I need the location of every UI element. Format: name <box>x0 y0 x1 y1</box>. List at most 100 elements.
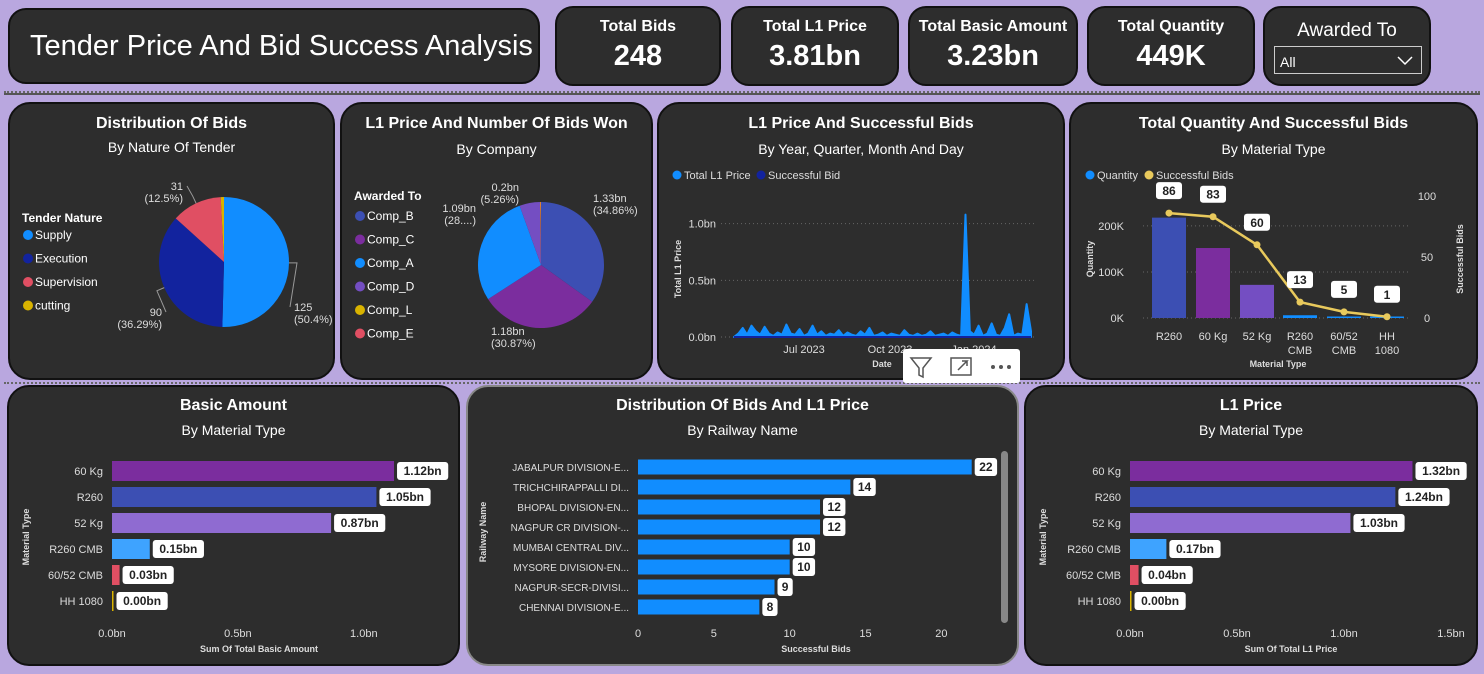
legend-marker <box>23 300 33 311</box>
pie-slice <box>488 265 593 328</box>
bar <box>1283 315 1317 318</box>
panel-railway-bids: Distribution Of Bids And L1 Price By Rai… <box>466 385 1019 666</box>
chart-title: Total Quantity And Successful Bids <box>1138 115 1409 132</box>
kpi-card-total-quantity: Total Quantity 449K <box>1087 6 1255 86</box>
awarded-to-dropdown[interactable]: All <box>1274 46 1422 74</box>
y-tick-label: R260 CMB <box>1067 544 1121 556</box>
legend-marker <box>23 230 33 240</box>
data-label-box <box>1331 280 1357 298</box>
x-axis-title: Sum Of Total Basic Amount <box>200 644 318 654</box>
panel-basic-amount: Basic Amount By Material Type 60 Kg 1.12b… <box>7 385 460 666</box>
y-tick-label: MUMBAI CENTRAL DIV... <box>513 543 629 554</box>
chart-subtitle: By Company <box>456 141 537 157</box>
bar <box>112 539 150 559</box>
dropdown-value: All <box>1280 54 1296 70</box>
x-axis-title: Material Type <box>1250 359 1307 369</box>
y-tick-label: MYSORE DIVISION-EN... <box>513 563 629 574</box>
legend-label: Comp_L <box>367 303 413 317</box>
y-tick-label: HH 1080 <box>1078 596 1121 608</box>
data-label-box <box>116 592 168 610</box>
data-label: 1.18bn <box>491 326 525 338</box>
y-tick-label: CHENNAI DIVISION-E... <box>519 603 629 614</box>
report-title-card: Tender Price And Bid Success Analysis <box>8 8 540 84</box>
divider-line <box>4 93 1480 95</box>
data-label: (34.86%) <box>593 205 638 217</box>
x-tick-label: Jul 2023 <box>783 344 825 356</box>
data-label: 83 <box>1206 188 1220 202</box>
divider <box>4 91 1480 93</box>
scrollbar[interactable] <box>1001 451 1008 623</box>
data-label-box <box>1169 540 1221 558</box>
legend-label: Comp_B <box>367 209 414 223</box>
legend-label: Comp_A <box>367 256 414 270</box>
data-label: 125 <box>294 302 312 314</box>
x-axis-title: Successful Bids <box>781 644 851 654</box>
bar <box>1130 565 1139 585</box>
bar <box>1130 591 1132 611</box>
pie-slice <box>159 218 224 327</box>
bar <box>1130 539 1167 559</box>
legend-marker <box>1085 170 1095 180</box>
legend-marker <box>756 170 766 180</box>
legend-label: Successful Bids <box>1156 170 1234 182</box>
data-label: 60 <box>1250 216 1264 230</box>
legend-label: Supply <box>35 228 72 242</box>
x-tick-label: 0.5bn <box>224 628 252 640</box>
filter-icon[interactable] <box>906 351 936 381</box>
legend-label: Comp_D <box>367 280 415 294</box>
data-label-box <box>1156 182 1182 200</box>
y-tick-label: 60 Kg <box>1092 466 1121 478</box>
data-label: 1.33bn <box>593 193 627 205</box>
kpi-value: 449K <box>1136 40 1206 72</box>
y-axis-title: Total L1 Price <box>673 240 683 298</box>
x-tick-label: Oct 2023 <box>868 344 913 356</box>
data-label: 9 <box>782 580 789 594</box>
focus-mode-icon[interactable] <box>946 351 976 381</box>
y-tick-label: 60 Kg <box>74 466 103 478</box>
y2-tick-label: 0 <box>1424 313 1430 325</box>
bar <box>638 599 760 615</box>
y-tick-label: TRICHCHIRAPPALLI DI... <box>513 483 629 494</box>
x-tick-label: 15 <box>859 628 871 640</box>
x-tick-label: 5 <box>711 628 717 640</box>
data-label: 0.15bn <box>159 542 197 556</box>
panel-l1-price: L1 Price By Material Type 60 Kg 1.32bn R26… <box>1024 385 1478 666</box>
y-tick-label: 52 Kg <box>1092 518 1121 530</box>
legend-label: Quantity <box>1097 170 1138 182</box>
legend-label: cutting <box>35 299 70 313</box>
bar <box>638 479 851 495</box>
data-label: 0.03bn <box>129 568 167 582</box>
x-axis-title: Date <box>872 359 892 369</box>
data-label-box <box>152 540 204 558</box>
panel-l1-price-bids-won: L1 Price And Number Of Bids Won By Compa… <box>340 102 653 380</box>
series-line-successful-bids <box>1168 211 1388 319</box>
y-axis-title: Material Type <box>1038 509 1048 566</box>
data-label-box <box>1200 185 1226 203</box>
legend-marker <box>355 211 365 221</box>
panel-total-quantity: Total Quantity And Successful Bids By Ma… <box>1069 102 1478 380</box>
line-point <box>1296 298 1304 306</box>
data-label: 8 <box>767 600 774 614</box>
line-point <box>1340 308 1348 316</box>
panel-l1-price-successful-bids: L1 Price And Successful Bids By Year, Qu… <box>657 102 1065 380</box>
data-label: 12 <box>828 500 842 514</box>
more-options-icon[interactable] <box>987 351 1017 381</box>
bar <box>638 519 821 535</box>
legend-title: Tender Nature <box>22 211 103 225</box>
legend-label: Successful Bid <box>768 170 840 182</box>
bar <box>112 565 120 585</box>
chart-title: L1 Price <box>1219 397 1283 414</box>
x-tick-label: 52 Kg <box>1243 331 1272 343</box>
bar <box>638 459 972 475</box>
panel-distribution-of-bids: Distribution Of Bids By Nature Of Tender… <box>8 102 335 380</box>
data-label: (30.87%) <box>491 338 536 350</box>
legend-label: Supervision <box>35 275 98 289</box>
bar <box>112 591 114 611</box>
x-axis-title: Sum Of Total L1 Price <box>1245 644 1338 654</box>
data-label: 0.17bn <box>1176 542 1214 556</box>
series-area <box>733 213 1032 338</box>
data-label-box <box>1374 285 1400 303</box>
chart-title: L1 Price And Successful Bids <box>748 115 974 132</box>
x-tick-label: 10 <box>784 628 796 640</box>
legend-marker <box>355 234 365 245</box>
